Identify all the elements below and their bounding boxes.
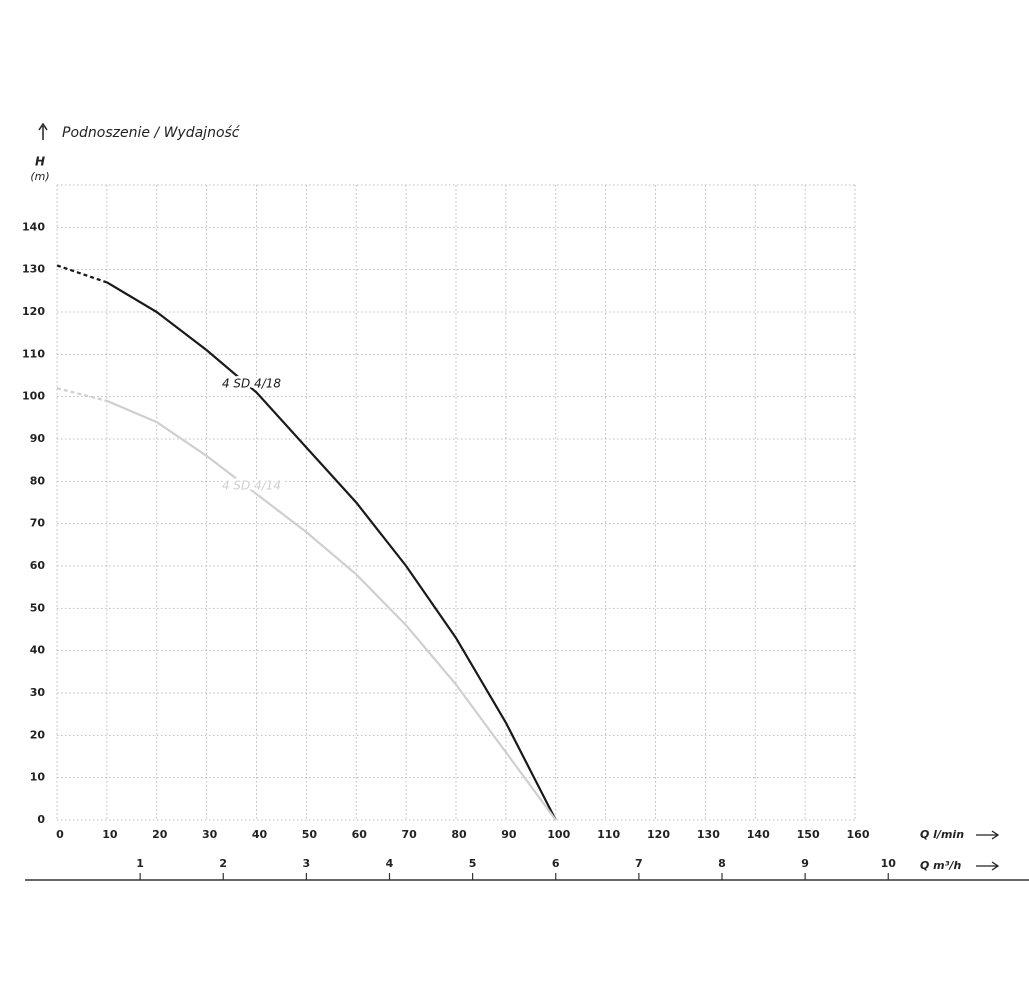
y-tick-label: 120	[22, 305, 45, 318]
x2-tick-label: 4	[386, 857, 394, 870]
x2-tick-label: 5	[469, 857, 477, 870]
x-tick-label: 30	[202, 828, 218, 841]
x2-tick-label: 6	[552, 857, 560, 870]
y-tick-label: 60	[30, 559, 46, 572]
x-tick-label: 90	[501, 828, 517, 841]
x-tick-label: 130	[697, 828, 720, 841]
x-tick-label: 110	[597, 828, 620, 841]
x2-tick-label: 3	[303, 857, 311, 870]
y-tick-label: 140	[22, 220, 45, 233]
x-tick-label: 160	[847, 828, 870, 841]
y-tick-label: 40	[30, 644, 46, 657]
series-label: 4 SD 4/14	[222, 479, 281, 493]
x2-tick-label: 7	[635, 857, 643, 870]
chart-title: Podnoszenie / Wydajność	[62, 125, 241, 141]
y-tick-label: 20	[30, 728, 46, 741]
x2-tick-label: 10	[881, 857, 897, 870]
x-tick-label: 10	[102, 828, 118, 841]
y-axis-unit: (m)	[30, 170, 49, 183]
x2-tick-label: 1	[136, 857, 144, 870]
x2-tick-label: 9	[801, 857, 809, 870]
curve	[56, 387, 557, 821]
y-tick-label: 90	[30, 432, 46, 445]
x-tick-label: 40	[252, 828, 268, 841]
curve	[56, 264, 557, 821]
x2-tick-label: 2	[219, 857, 227, 870]
x-tick-label: 120	[647, 828, 670, 841]
y-tick-label: 30	[30, 686, 46, 699]
arrow-right	[976, 861, 1000, 871]
x-tick-label: 70	[401, 828, 417, 841]
y-axis-label: H	[35, 155, 45, 169]
x-tick-label: 50	[302, 828, 318, 841]
y-tick-label: 110	[22, 347, 45, 360]
arrow-right	[976, 830, 1000, 840]
x-tick-label: 80	[451, 828, 467, 841]
y-tick-label: 130	[22, 263, 45, 276]
y-tick-label: 50	[30, 601, 46, 614]
series-label: 4 SD 4/18	[222, 377, 281, 391]
x-axis-label: Q l/min	[920, 828, 964, 841]
x2-axis-label: Q m³/h	[920, 859, 961, 872]
x-tick-label: 140	[747, 828, 770, 841]
y-tick-label: 0	[37, 813, 45, 826]
y-tick-label: 10	[30, 771, 46, 784]
x2-tick-label: 8	[718, 857, 726, 870]
arrow-up-head	[38, 122, 48, 131]
x-tick-label: 100	[547, 828, 570, 841]
x-tick-label: 150	[797, 828, 820, 841]
x-tick-label: 20	[152, 828, 168, 841]
y-tick-label: 80	[30, 474, 46, 487]
y-tick-label: 100	[22, 390, 45, 403]
x-tick-label: 0	[56, 828, 64, 841]
x-tick-label: 60	[352, 828, 368, 841]
y-tick-label: 70	[30, 517, 46, 530]
